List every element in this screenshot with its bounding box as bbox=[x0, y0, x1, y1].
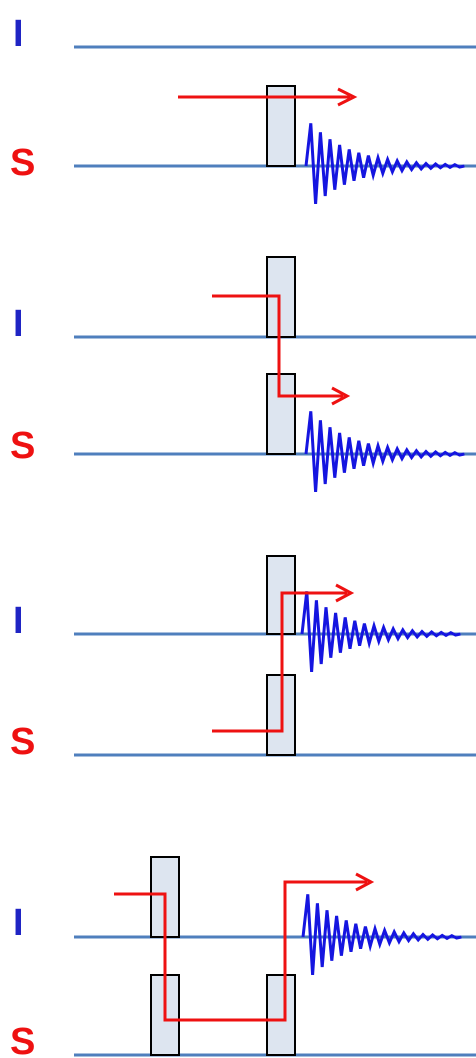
channel-label-S: S bbox=[10, 721, 35, 763]
fid-signal bbox=[301, 894, 462, 976]
arrowhead bbox=[331, 386, 351, 406]
channel-label-I: I bbox=[13, 13, 24, 55]
arrowhead bbox=[335, 583, 355, 603]
fid-signal bbox=[304, 123, 465, 205]
channel-label-I: I bbox=[13, 902, 24, 944]
panel-4: I S bbox=[10, 856, 476, 1058]
channel-label-S: S bbox=[10, 1021, 35, 1058]
pulse-S bbox=[266, 373, 296, 455]
channel-label-S: S bbox=[10, 425, 35, 467]
panel-2: I S bbox=[10, 256, 476, 493]
fid-signal bbox=[304, 411, 465, 493]
magnetization-path bbox=[114, 880, 367, 1022]
panel-1: I S bbox=[10, 13, 476, 205]
arrowhead bbox=[355, 872, 375, 892]
arrowhead bbox=[337, 87, 358, 107]
pulse-S bbox=[266, 85, 296, 167]
fid-signal bbox=[300, 591, 461, 673]
channel-label-S: S bbox=[10, 142, 35, 184]
panel-3: I S bbox=[10, 555, 476, 763]
channel-label-I: I bbox=[13, 600, 24, 642]
magnetization-path bbox=[212, 294, 343, 398]
magnetization-path bbox=[212, 591, 347, 733]
pulse-S-second bbox=[266, 974, 296, 1056]
channel-label-I: I bbox=[13, 303, 24, 345]
